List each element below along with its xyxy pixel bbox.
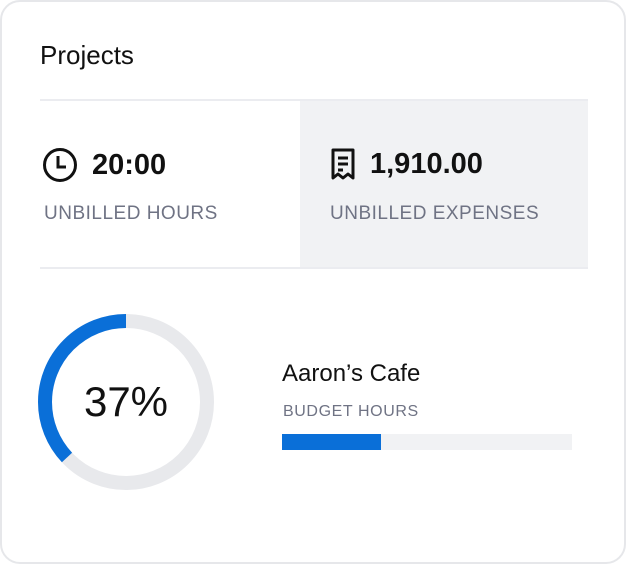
unbilled-expenses-label: UNBILLED EXPENSES bbox=[330, 203, 540, 224]
unbilled-expenses-stat[interactable]: 1,910.00 UNBILLED EXPENSES bbox=[300, 101, 588, 267]
project-name[interactable]: Aaron’s Cafe bbox=[282, 360, 421, 387]
budget-donut-chart bbox=[38, 314, 214, 490]
budget-hours-label: BUDGET HOURS bbox=[283, 403, 419, 420]
budget-hours-bar bbox=[282, 434, 572, 450]
clock-icon bbox=[43, 148, 77, 182]
budget-percent: 37% bbox=[83, 378, 169, 425]
donut-progress-arc bbox=[38, 314, 214, 490]
budget-hours-fill bbox=[282, 434, 381, 450]
unbilled-hours-value: 20:00 bbox=[92, 148, 167, 181]
stats-row: 20:00 UNBILLED HOURS 1,910.00 UNBILLED E… bbox=[40, 99, 588, 269]
receipt-icon bbox=[331, 148, 355, 180]
unbilled-hours-label: UNBILLED HOURS bbox=[44, 203, 218, 224]
card-title: Projects bbox=[40, 40, 134, 70]
unbilled-expenses-value: 1,910.00 bbox=[370, 147, 483, 180]
unbilled-hours-stat[interactable]: 20:00 UNBILLED HOURS bbox=[40, 101, 300, 267]
